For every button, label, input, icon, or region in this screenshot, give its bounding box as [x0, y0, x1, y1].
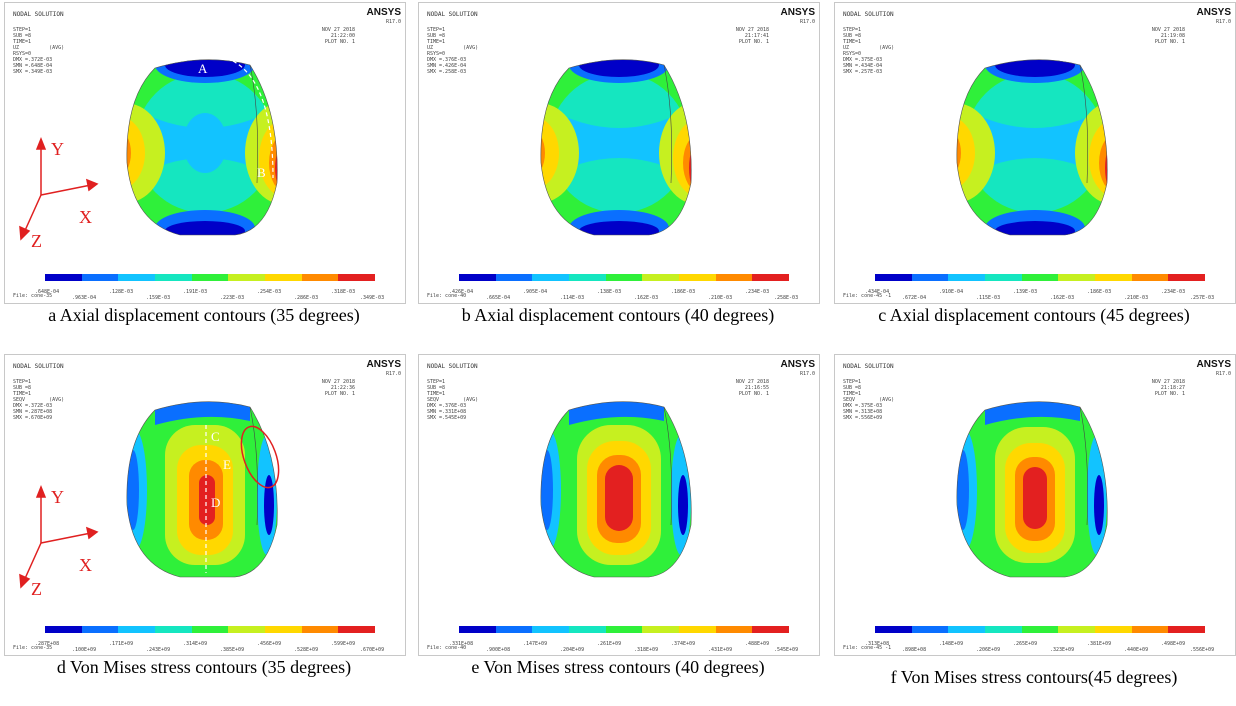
point-d-label: D	[211, 495, 220, 510]
version-label: R17.0	[385, 371, 401, 377]
date-stamp: NOV 27 2018 21:16:55 PLOT NO. 1	[735, 379, 769, 397]
file-label: File: cone-35	[13, 293, 53, 299]
solution-label: NODAL SOLUTION	[427, 11, 478, 18]
ansys-logo: ANSYS	[1196, 359, 1231, 370]
z-axis-label: Z	[31, 231, 42, 251]
contour-plot	[956, 59, 1108, 236]
solution-label: NODAL SOLUTION	[843, 363, 894, 370]
z-axis-label: Z	[31, 579, 42, 599]
date-stamp: NOV 27 2018 21:19:08 PLOT NO. 1	[1151, 27, 1185, 45]
point-c-label: C	[211, 429, 220, 444]
version-label: R17.0	[1215, 19, 1231, 25]
panel-d: NODAL SOLUTION STEP=1 SUB =8 TIME=1 SEQV (A…	[4, 354, 406, 656]
file-label: File: cone-45 -1	[843, 293, 892, 299]
file-label: File: cone-40	[427, 645, 467, 651]
panel-b: NODAL SOLUTION STEP=1 SUB =8 TIME=1 UZ (AVG…	[418, 2, 820, 304]
ansys-logo: ANSYS	[780, 7, 815, 18]
solution-info: STEP=1 SUB =8 TIME=1 UZ (AVG) RSYS=0 DMX =.37…	[427, 27, 479, 75]
point-e-label: E	[223, 457, 231, 472]
caption-d: d Von Mises stress contours (35 degrees)	[56, 657, 352, 677]
date-stamp: NOV 27 2018 21:22:36 PLOT NO. 1	[321, 379, 355, 397]
solution-info: STEP=1 SUB =8 TIME=1 SEQV (AVG) DMX =.375E-0…	[843, 379, 895, 421]
solution-label: NODAL SOLUTION	[13, 363, 64, 370]
stress-contour	[956, 401, 1108, 577]
stress-contour	[540, 401, 692, 577]
caption-a: a Axial displacement contours (35 degree…	[48, 305, 360, 325]
displacement-contour	[540, 59, 692, 235]
panel-f: NODAL SOLUTION STEP=1 SUB =8 TIME=1 SEQV (A…	[834, 354, 1236, 656]
panel-a: NODAL SOLUTION STEP=1 SUB =8 TIME=1 UZ (AVG…	[4, 2, 406, 304]
x-axis-label: X	[79, 207, 92, 227]
date-stamp: NOV 27 2018 21:22:00 PLOT NO. 1	[321, 27, 355, 45]
solution-label: NODAL SOLUTION	[427, 363, 478, 370]
solution-info: STEP=1 SUB =8 TIME=1 UZ (AVG) RSYS=0 DMX =.37…	[843, 27, 895, 75]
file-label: File: cone-45 -1	[843, 645, 892, 651]
stress-contour	[126, 401, 278, 577]
color-legend-bar	[459, 626, 790, 633]
caption-f: f Von Mises stress contours(45 degrees)	[890, 667, 1178, 687]
file-label: File: cone-35	[13, 645, 53, 651]
contour-plot: A B Y X Z	[19, 59, 278, 251]
contour-plot	[540, 59, 692, 236]
color-legend-bar	[45, 626, 376, 633]
version-label: R17.0	[799, 19, 815, 25]
solution-info: STEP=1 SUB =8 TIME=1 SEQV (AVG) DMX =.376E-0…	[427, 379, 479, 421]
contour-plot: C D E Y X Z	[19, 401, 280, 599]
version-label: R17.0	[1215, 371, 1231, 377]
color-legend-bar	[875, 274, 1206, 281]
ansys-logo: ANSYS	[780, 359, 815, 370]
displacement-contour	[126, 59, 278, 235]
ansys-logo: ANSYS	[366, 7, 401, 18]
point-a-label: A	[198, 61, 208, 76]
solution-info: STEP=1 SUB =8 TIME=1 UZ (AVG) RSYS=0 DMX =.37…	[13, 27, 65, 75]
ansys-logo: ANSYS	[1196, 7, 1231, 18]
y-axis-label: Y	[51, 139, 64, 159]
solution-label: NODAL SOLUTION	[13, 11, 64, 18]
panel-c: NODAL SOLUTION STEP=1 SUB =8 TIME=1 UZ (AVG…	[834, 2, 1236, 304]
version-label: R17.0	[799, 371, 815, 377]
color-legend-bar	[459, 274, 790, 281]
displacement-contour	[956, 59, 1108, 235]
date-stamp: NOV 27 2018 21:17:41 PLOT NO. 1	[735, 27, 769, 45]
axis-triad	[19, 136, 99, 241]
color-legend-bar	[45, 274, 376, 281]
point-b-label: B	[257, 165, 266, 180]
panel-e: NODAL SOLUTION STEP=1 SUB =8 TIME=1 SEQV (A…	[418, 354, 820, 656]
date-stamp: NOV 27 2018 21:18:27 PLOT NO. 1	[1151, 379, 1185, 397]
contour-plot	[540, 401, 692, 578]
contour-plot	[956, 401, 1108, 578]
version-label: R17.0	[385, 19, 401, 25]
caption-c: c Axial displacement contours (45 degree…	[878, 305, 1190, 325]
ansys-logo: ANSYS	[366, 359, 401, 370]
x-axis-label: X	[79, 555, 92, 575]
solution-label: NODAL SOLUTION	[843, 11, 894, 18]
axis-triad	[19, 484, 99, 589]
color-legend-bar	[875, 626, 1206, 633]
file-label: File: cone-40	[427, 293, 467, 299]
caption-b: b Axial displacement contours (40 degree…	[461, 305, 775, 325]
solution-info: STEP=1 SUB =8 TIME=1 SEQV (AVG) DMX =.372E-0…	[13, 379, 65, 421]
caption-e: e Von Mises stress contours (40 degrees)	[471, 657, 765, 677]
y-axis-label: Y	[51, 487, 64, 507]
